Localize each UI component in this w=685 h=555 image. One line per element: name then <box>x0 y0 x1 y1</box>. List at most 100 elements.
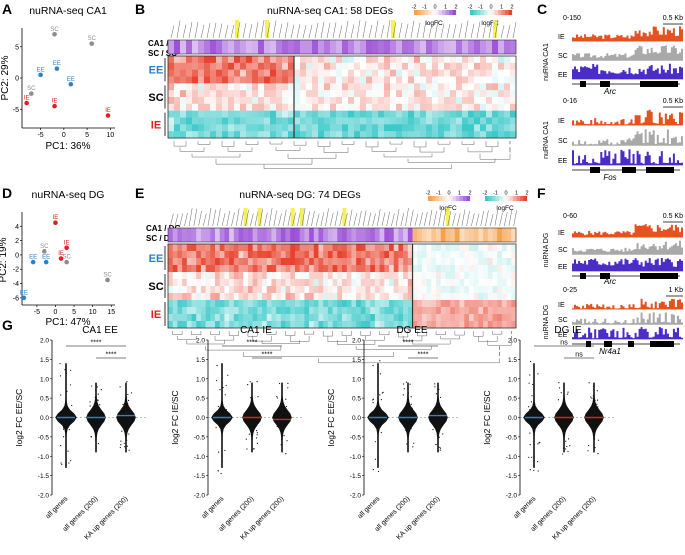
heatmap-ca1-comparison-cell <box>474 40 481 54</box>
heatmap-dg-comparison-cell <box>436 228 442 242</box>
heatmap-ca1-cell <box>444 83 451 91</box>
heatmap-dg-cell <box>492 300 498 308</box>
heatmap-ca1-cell <box>210 110 217 118</box>
heatmap-ca1-cell <box>462 131 469 139</box>
pca-dg-xtick-label: 0 <box>54 309 58 316</box>
heatmap-ca1-cell <box>270 69 277 77</box>
heatmap-ca1-comparison-cell <box>492 40 499 54</box>
heatmap-ca1-cell <box>420 62 427 70</box>
heatmap-dg-cell <box>182 293 188 301</box>
heatmap-dg-comparison-cell <box>511 228 517 242</box>
heatmap-ca1-bar-label-top: CA1 / DG <box>148 39 183 48</box>
heatmap-dg-cell <box>511 293 517 301</box>
heatmap-ca1-cell <box>408 69 415 77</box>
heatmap-dg-cell <box>182 244 188 252</box>
pca-dg-ytick-label: -2 <box>13 267 19 274</box>
heatmap-dg-cell <box>384 279 390 287</box>
heatmap-dg-cell <box>436 272 442 280</box>
violin-dg-ee-outlier-point <box>374 458 377 460</box>
pca-ca1-xlabel: PC1: 36% <box>45 141 90 152</box>
heatmap-ca1-dendro-branch <box>221 141 235 147</box>
heatmap-dg-cell <box>501 265 507 273</box>
pca-ca1-point-label: SC <box>88 36 97 42</box>
heatmap-dg-cell <box>233 244 239 252</box>
heatmap-ca1-cell <box>372 90 379 98</box>
heatmap-dg-cell <box>219 258 225 266</box>
heatmap-ca1-cell <box>216 110 223 118</box>
track-c2-exon <box>622 167 636 173</box>
heatmap-dg-cell <box>483 286 489 294</box>
heatmap-dg-dendro-branch <box>412 340 451 345</box>
heatmap-ca1-legend-swatch <box>494 10 499 15</box>
heatmap-dg-comparison-cell <box>327 228 333 242</box>
heatmap-ca1-cell <box>336 83 343 91</box>
heatmap-ca1-cell <box>492 103 499 111</box>
heatmap-dg-gene-name <box>287 211 292 227</box>
heatmap-dg-cell <box>200 244 206 252</box>
heatmap-dg-cell <box>262 279 268 287</box>
violin-dg-ie-ytick-label: 0.5 <box>508 396 517 403</box>
violin-ca1-ee-outlier-point <box>96 386 98 388</box>
heatmap-dg-cell <box>365 307 371 315</box>
heatmap-ca1-cell <box>324 97 331 105</box>
violin-ca1-ie-ytick-label: 0.0 <box>196 415 205 422</box>
heatmap-dg-legend-tick: -1 <box>493 191 498 197</box>
heatmap-dg-cell <box>483 279 489 287</box>
violin-ca1-ie-outlier-point <box>282 422 285 424</box>
heatmap-ca1-gene-name <box>326 22 331 39</box>
heatmap-dg-comparison-cell <box>186 228 192 242</box>
heatmap-dg-dendro-branch <box>337 340 376 345</box>
heatmap-ca1-cell <box>504 90 511 98</box>
violin-dg-ee-outlier-point <box>377 470 380 473</box>
violin-ca1-ee-outlier-point <box>122 426 125 428</box>
heatmap-ca1-cell <box>276 103 283 111</box>
heatmap-dg-cell <box>492 265 498 273</box>
violin-dg-ee-outlier-point <box>381 392 383 394</box>
heatmap-ca1-gene-name <box>212 22 217 39</box>
heatmap-ca1-cell <box>492 117 499 125</box>
heatmap-ca1-cell <box>378 124 385 132</box>
heatmap-ca1-cell <box>372 69 379 77</box>
heatmap-dg-cell <box>511 265 517 273</box>
track-f2-row-label-sc: SC <box>558 317 568 324</box>
heatmap-dg-comparison-cell <box>426 228 432 242</box>
heatmap-ca1-cell <box>402 124 409 132</box>
violin-ca1-ie-outlier-point <box>276 425 278 428</box>
violin-ca1-ie-outlier-point <box>279 421 282 424</box>
heatmap-dg-cell <box>168 307 174 315</box>
heatmap-dg-cell <box>360 307 366 315</box>
heatmap-dg-cell <box>276 272 282 280</box>
heatmap-dg-cell <box>454 251 460 259</box>
heatmap-dg-cell <box>323 293 329 301</box>
heatmap-ca1-cell <box>336 97 343 105</box>
heatmap-dg-cell <box>351 314 357 322</box>
violin-ca1-ie-outlier-point <box>250 397 252 399</box>
heatmap-dg-gene-name <box>179 213 183 227</box>
heatmap-ca1-cell <box>264 83 271 91</box>
heatmap-ca1-cell <box>252 110 259 118</box>
heatmap-ca1-comparison-cell <box>396 40 403 54</box>
heatmap-dg-cell <box>464 314 470 322</box>
heatmap-ca1-cell <box>312 69 319 77</box>
heatmap-dg-cell <box>506 293 512 301</box>
heatmap-ca1-cell <box>192 83 199 91</box>
violin-dg-ee-outlier-point <box>410 403 412 405</box>
heatmap-dg-comparison-cell <box>299 228 305 242</box>
heatmap-dg-comparison-cell <box>483 228 489 242</box>
heatmap-dg-cell <box>473 307 479 315</box>
heatmap-dg-dendro-branch <box>454 331 465 336</box>
heatmap-ca1-gene-name <box>308 24 313 39</box>
heatmap-ca1-cell <box>210 90 217 98</box>
heatmap-dg-cell <box>487 279 493 287</box>
heatmap-dg-cell <box>440 265 446 273</box>
heatmap-dg-gene-name <box>395 208 400 227</box>
heatmap-ca1-cell <box>468 124 475 132</box>
heatmap-ca1-cell <box>426 56 433 64</box>
violin-ca1-ie-ytick-label: 0.5 <box>196 396 205 403</box>
heatmap-dg-cell <box>337 321 343 329</box>
heatmap-ca1-gene-name <box>404 24 409 39</box>
heatmap-ca1-cell <box>510 62 517 70</box>
heatmap-dg-cell <box>450 300 456 308</box>
heatmap-dg-cell <box>417 286 423 294</box>
heatmap-dg-cell <box>266 244 272 252</box>
